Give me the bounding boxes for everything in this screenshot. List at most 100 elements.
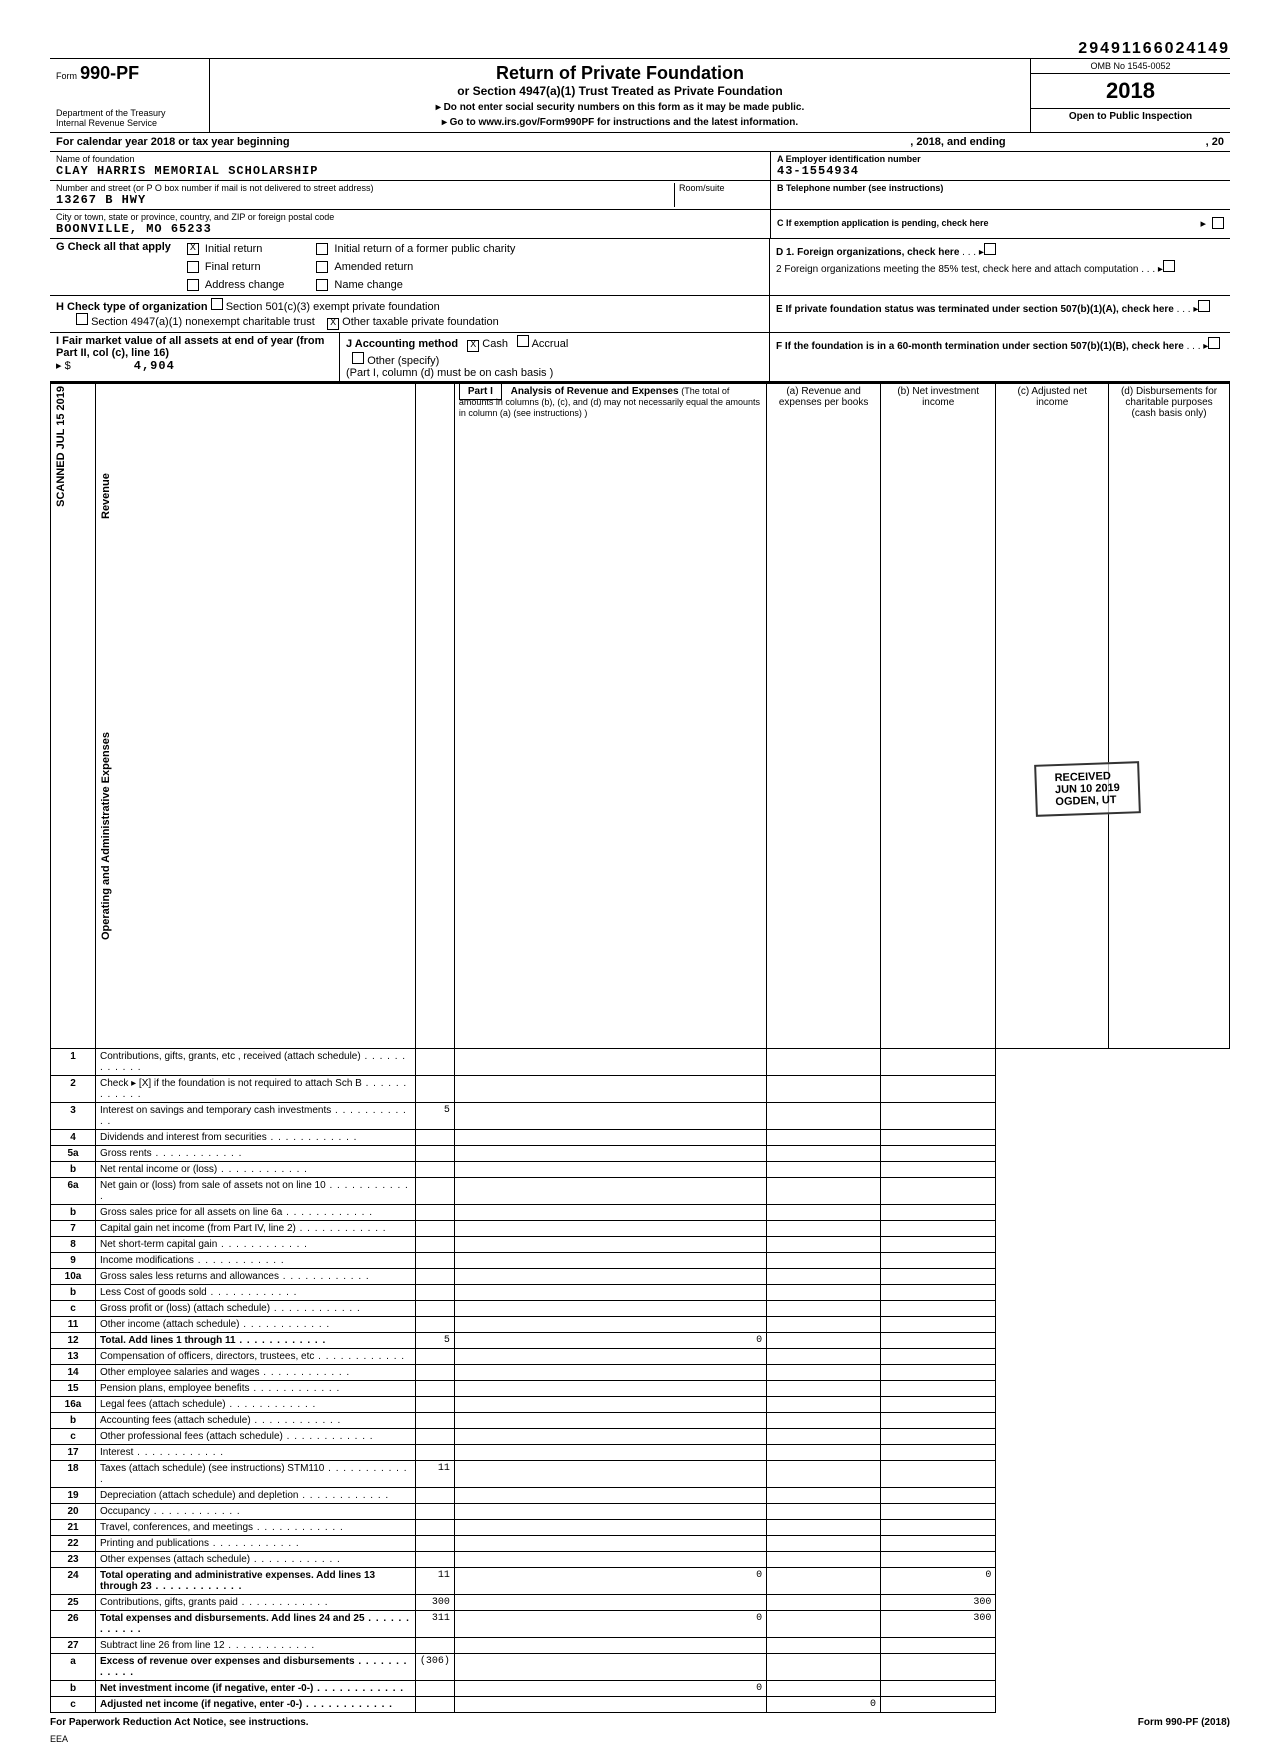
revenue-text: Revenue xyxy=(100,386,112,606)
cal-suffix: , 20 xyxy=(1206,136,1224,148)
g-former-checkbox[interactable] xyxy=(316,243,328,255)
h-4947-checkbox[interactable] xyxy=(76,313,88,325)
g-final-checkbox[interactable] xyxy=(187,261,199,273)
row-col-d xyxy=(880,1413,995,1429)
h-501c3-checkbox[interactable] xyxy=(211,298,223,310)
row-num: 24 xyxy=(51,1568,96,1595)
col-num-head xyxy=(415,384,454,1049)
footer: For Paperwork Reduction Act Notice, see … xyxy=(50,1717,1230,1728)
row-col-c xyxy=(767,1178,881,1205)
row-desc: Occupancy xyxy=(96,1504,416,1520)
row-col-b xyxy=(454,1130,766,1146)
h-e-row: H Check type of organization Section 501… xyxy=(50,296,1230,333)
g-label: G Check all that apply xyxy=(56,241,171,253)
row-col-d xyxy=(880,1103,995,1130)
row-col-d xyxy=(880,1365,995,1381)
row-num: 22 xyxy=(51,1536,96,1552)
d1-checkbox[interactable] xyxy=(984,243,996,255)
d2-label: 2 Foreign organizations meeting the 85% … xyxy=(776,264,1138,275)
row-col-a: 11 xyxy=(415,1461,454,1488)
row-desc: Adjusted net income (if negative, enter … xyxy=(96,1697,416,1713)
e-checkbox[interactable] xyxy=(1198,300,1210,312)
row-num: a xyxy=(51,1654,96,1681)
g-amended-checkbox[interactable] xyxy=(316,261,328,273)
table-row: 11Other income (attach schedule) xyxy=(51,1317,1230,1333)
d2-checkbox[interactable] xyxy=(1163,260,1175,272)
header-right: OMB No 1545-0052 2018 Open to Public Ins… xyxy=(1030,59,1230,132)
header-left: Form 990-PF Department of the Treasury I… xyxy=(50,59,210,132)
instr-2: ▸ Go to www.irs.gov/Form990PF for instru… xyxy=(216,117,1024,128)
col-c-head: (c) Adjusted net income xyxy=(996,384,1109,1049)
table-row: 12Total. Add lines 1 through 1150 xyxy=(51,1333,1230,1349)
form-header: Form 990-PF Department of the Treasury I… xyxy=(50,58,1230,133)
row-col-a xyxy=(415,1301,454,1317)
row-col-d xyxy=(880,1349,995,1365)
row-col-b xyxy=(454,1103,766,1130)
j-accrual-checkbox[interactable] xyxy=(517,335,529,347)
row-num: b xyxy=(51,1205,96,1221)
row-col-a xyxy=(415,1205,454,1221)
row-num: 19 xyxy=(51,1488,96,1504)
form-title: Return of Private Foundation xyxy=(216,63,1024,84)
g-initial-checkbox[interactable]: X xyxy=(187,243,199,255)
row-col-d xyxy=(880,1317,995,1333)
row-col-a xyxy=(415,1285,454,1301)
h-other-checkbox[interactable]: X xyxy=(327,318,339,330)
row-col-b xyxy=(454,1461,766,1488)
ijf-row: I Fair market value of all assets at end… xyxy=(50,333,1230,383)
table-row: 3Interest on savings and temporary cash … xyxy=(51,1103,1230,1130)
row-col-b xyxy=(454,1413,766,1429)
row-col-c xyxy=(767,1552,881,1568)
row-col-c xyxy=(767,1568,881,1595)
info-grid: Name of foundation CLAY HARRIS MEMORIAL … xyxy=(50,152,1230,239)
h-opt2: Section 4947(a)(1) nonexempt charitable … xyxy=(91,316,315,328)
row-desc: Gross rents xyxy=(96,1146,416,1162)
h-label: H Check type of organization xyxy=(56,301,208,313)
row-num: 26 xyxy=(51,1611,96,1638)
row-col-a xyxy=(415,1504,454,1520)
i-value: 4,904 xyxy=(134,359,175,373)
row-num: 17 xyxy=(51,1445,96,1461)
c-checkbox[interactable] xyxy=(1212,217,1224,229)
row-desc: Interest xyxy=(96,1445,416,1461)
table-row: 27Subtract line 26 from line 12 xyxy=(51,1638,1230,1654)
row-col-d xyxy=(880,1076,995,1103)
row-col-b xyxy=(454,1221,766,1237)
g-name-checkbox[interactable] xyxy=(316,279,328,291)
row-col-c xyxy=(767,1536,881,1552)
row-desc: Taxes (attach schedule) (see instruction… xyxy=(96,1461,416,1488)
row-col-b xyxy=(454,1381,766,1397)
row-col-b xyxy=(454,1269,766,1285)
row-col-b xyxy=(454,1697,766,1713)
table-row: 8Net short-term capital gain xyxy=(51,1237,1230,1253)
j-other-checkbox[interactable] xyxy=(352,352,364,364)
row-col-d xyxy=(880,1638,995,1654)
row-col-b xyxy=(454,1049,766,1076)
f-checkbox[interactable] xyxy=(1208,337,1220,349)
row-num: 1 xyxy=(51,1049,96,1076)
f-block: F If the foundation is in a 60-month ter… xyxy=(770,333,1230,381)
row-desc: Other professional fees (attach schedule… xyxy=(96,1429,416,1445)
j-cash-checkbox[interactable]: X xyxy=(467,340,479,352)
table-row: 1Contributions, gifts, grants, etc , rec… xyxy=(51,1049,1230,1076)
row-col-d xyxy=(880,1654,995,1681)
e-label: E If private foundation status was termi… xyxy=(776,304,1174,315)
ein-value: 43-1554934 xyxy=(777,164,1224,178)
row-col-c xyxy=(767,1269,881,1285)
row-desc: Excess of revenue over expenses and disb… xyxy=(96,1654,416,1681)
part1-table: SCANNED JUL 15 2019 Revenue Operating an… xyxy=(50,383,1230,1713)
row-col-d xyxy=(880,1697,995,1713)
row-col-d: 300 xyxy=(880,1611,995,1638)
row-col-d xyxy=(880,1049,995,1076)
g-d-row: G Check all that apply XInitial return I… xyxy=(50,239,1230,296)
row-col-a xyxy=(415,1488,454,1504)
row-col-b xyxy=(454,1285,766,1301)
opex-text: Operating and Administrative Expenses xyxy=(100,626,112,1046)
row-col-a xyxy=(415,1162,454,1178)
row-num: 20 xyxy=(51,1504,96,1520)
row-desc: Total. Add lines 1 through 11 xyxy=(96,1333,416,1349)
row-col-b xyxy=(454,1536,766,1552)
row-desc: Interest on savings and temporary cash i… xyxy=(96,1103,416,1130)
g-address-checkbox[interactable] xyxy=(187,279,199,291)
row-desc: Depreciation (attach schedule) and deple… xyxy=(96,1488,416,1504)
